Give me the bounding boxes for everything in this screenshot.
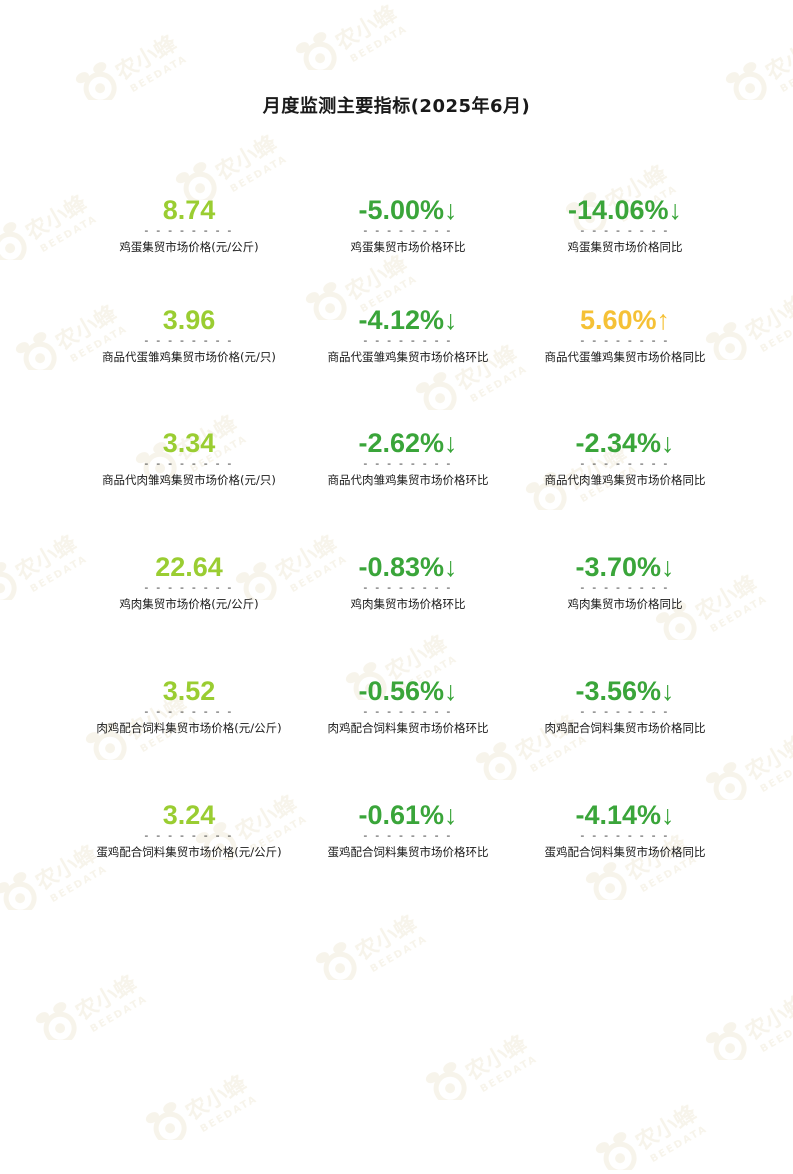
indicator-price-4: 22.64 - - - - - - - - 鸡肉集贸市场价格(元/公斤) — [74, 552, 304, 612]
indicator-label: 鸡肉集贸市场价格环比 — [350, 597, 466, 611]
indicator-label: 蛋鸡配合饲料集贸市场价格环比 — [327, 845, 489, 859]
indicator-price-5: 3.52 - - - - - - - - 肉鸡配合饲料集贸市场价格(元/公斤) — [74, 676, 304, 736]
indicator-label: 肉鸡配合饲料集贸市场价格环比 — [327, 721, 489, 735]
indicator-label: 肉鸡配合饲料集贸市场价格同比 — [544, 721, 706, 735]
price-value: 3.52 — [162, 676, 216, 706]
dashed-separator: - - - - - - - - — [363, 705, 453, 718]
price-value: 8.74 — [162, 195, 216, 225]
indicator-label: 鸡蛋集贸市场价格同比 — [567, 240, 683, 254]
page-title: 月度监测主要指标(2025年6月) — [262, 96, 531, 117]
arrow-down-icon: ↓ — [444, 428, 458, 458]
indicator-price-1: 8.74 - - - - - - - - 鸡蛋集贸市场价格(元/公斤) — [74, 195, 304, 255]
arrow-down-icon: ↓ — [444, 195, 458, 225]
indicator-mom-6: -0.61%↓ - - - - - - - - 蛋鸡配合饲料集贸市场价格环比 — [293, 800, 523, 860]
change-value: -0.56% — [358, 676, 445, 706]
change-value: -3.70% — [575, 552, 662, 582]
indicator-label: 商品代肉雏鸡集贸市场价格环比 — [327, 473, 489, 487]
indicator-label: 蛋鸡配合饲料集贸市场价格(元/公斤) — [96, 845, 282, 859]
arrow-down-icon: ↓ — [444, 305, 458, 335]
arrow-down-icon: ↓ — [661, 800, 675, 830]
indicator-label: 商品代蛋雏鸡集贸市场价格同比 — [544, 350, 706, 364]
price-value: 22.64 — [155, 552, 223, 582]
arrow-down-icon: ↓ — [661, 552, 675, 582]
dashed-separator: - - - - - - - - — [363, 334, 453, 347]
arrow-down-icon: ↓ — [444, 676, 458, 706]
change-value: -2.34% — [575, 428, 662, 458]
change-value: 5.60% — [579, 305, 657, 335]
dashed-separator: - - - - - - - - — [144, 581, 234, 594]
indicator-mom-4: -0.83%↓ - - - - - - - - 鸡肉集贸市场价格环比 — [293, 552, 523, 612]
indicator-label: 鸡蛋集贸市场价格环比 — [350, 240, 466, 254]
indicator-yoy-4: -3.70%↓ - - - - - - - - 鸡肉集贸市场价格同比 — [510, 552, 740, 612]
dashed-separator: - - - - - - - - — [580, 829, 670, 842]
dashed-separator: - - - - - - - - — [144, 705, 234, 718]
indicator-mom-1: -5.00%↓ - - - - - - - - 鸡蛋集贸市场价格环比 — [293, 195, 523, 255]
indicator-mom-2: -4.12%↓ - - - - - - - - 商品代蛋雏鸡集贸市场价格环比 — [293, 305, 523, 365]
price-value: 3.34 — [162, 428, 216, 458]
arrow-down-icon: ↓ — [444, 552, 458, 582]
indicator-yoy-5: -3.56%↓ - - - - - - - - 肉鸡配合饲料集贸市场价格同比 — [510, 676, 740, 736]
arrow-up-icon: ↑ — [656, 305, 671, 335]
dashed-separator: - - - - - - - - — [580, 581, 670, 594]
price-value: 3.24 — [162, 800, 216, 830]
indicator-label: 肉鸡配合饲料集贸市场价格(元/公斤) — [96, 721, 282, 735]
change-value: -0.83% — [358, 552, 445, 582]
arrow-down-icon: ↓ — [661, 676, 675, 706]
change-value: -2.62% — [358, 428, 445, 458]
dashed-separator: - - - - - - - - — [580, 705, 670, 718]
indicator-mom-5: -0.56%↓ - - - - - - - - 肉鸡配合饲料集贸市场价格环比 — [293, 676, 523, 736]
dashed-separator: - - - - - - - - — [144, 224, 234, 237]
indicator-label: 鸡肉集贸市场价格(元/公斤) — [119, 597, 259, 611]
indicator-yoy-1: -14.06%↓ - - - - - - - - 鸡蛋集贸市场价格同比 — [510, 195, 740, 255]
indicator-label: 商品代肉雏鸡集贸市场价格(元/只) — [102, 473, 276, 487]
dashed-separator: - - - - - - - - — [580, 224, 670, 237]
dashed-separator: - - - - - - - - — [580, 457, 670, 470]
arrow-down-icon: ↓ — [668, 195, 683, 225]
indicator-yoy-6: -4.14%↓ - - - - - - - - 蛋鸡配合饲料集贸市场价格同比 — [510, 800, 740, 860]
dashed-separator: - - - - - - - - — [363, 581, 453, 594]
dashed-separator: - - - - - - - - — [363, 829, 453, 842]
dashed-separator: - - - - - - - - — [144, 334, 234, 347]
indicator-label: 鸡蛋集贸市场价格(元/公斤) — [119, 240, 259, 254]
dashed-separator: - - - - - - - - — [144, 829, 234, 842]
indicator-label: 商品代蛋雏鸡集贸市场价格环比 — [327, 350, 489, 364]
indicator-label: 蛋鸡配合饲料集贸市场价格同比 — [544, 845, 706, 859]
change-value: -5.00% — [358, 195, 445, 225]
indicator-yoy-3: -2.34%↓ - - - - - - - - 商品代肉雏鸡集贸市场价格同比 — [510, 428, 740, 488]
indicator-grid: 8.74 - - - - - - - - 鸡蛋集贸市场价格(元/公斤) -5.0… — [74, 195, 740, 860]
price-value: 3.96 — [162, 305, 216, 335]
dashed-separator: - - - - - - - - — [580, 334, 670, 347]
arrow-down-icon: ↓ — [661, 428, 675, 458]
dashed-separator: - - - - - - - - — [363, 224, 453, 237]
indicator-label: 商品代蛋雏鸡集贸市场价格(元/只) — [102, 350, 276, 364]
indicator-price-6: 3.24 - - - - - - - - 蛋鸡配合饲料集贸市场价格(元/公斤) — [74, 800, 304, 860]
svg-text:BEEDATA: BEEDATA — [649, 1123, 710, 1165]
arrow-down-icon: ↓ — [444, 800, 458, 830]
indicator-mom-3: -2.62%↓ - - - - - - - - 商品代肉雏鸡集贸市场价格环比 — [293, 428, 523, 488]
change-value: -4.12% — [358, 305, 445, 335]
change-value: -14.06% — [567, 195, 669, 225]
indicator-yoy-2: 5.60%↑ - - - - - - - - 商品代蛋雏鸡集贸市场价格同比 — [510, 305, 740, 365]
dashed-separator: - - - - - - - - — [144, 457, 234, 470]
change-value: -4.14% — [575, 800, 662, 830]
indicator-label: 鸡肉集贸市场价格同比 — [567, 597, 683, 611]
dashed-separator: - - - - - - - - — [363, 457, 453, 470]
change-value: -0.61% — [358, 800, 445, 830]
indicator-label: 商品代肉雏鸡集贸市场价格同比 — [544, 473, 706, 487]
indicator-price-2: 3.96 - - - - - - - - 商品代蛋雏鸡集贸市场价格(元/只) — [74, 305, 304, 365]
change-value: -3.56% — [575, 676, 662, 706]
indicator-price-3: 3.34 - - - - - - - - 商品代肉雏鸡集贸市场价格(元/只) — [74, 428, 304, 488]
